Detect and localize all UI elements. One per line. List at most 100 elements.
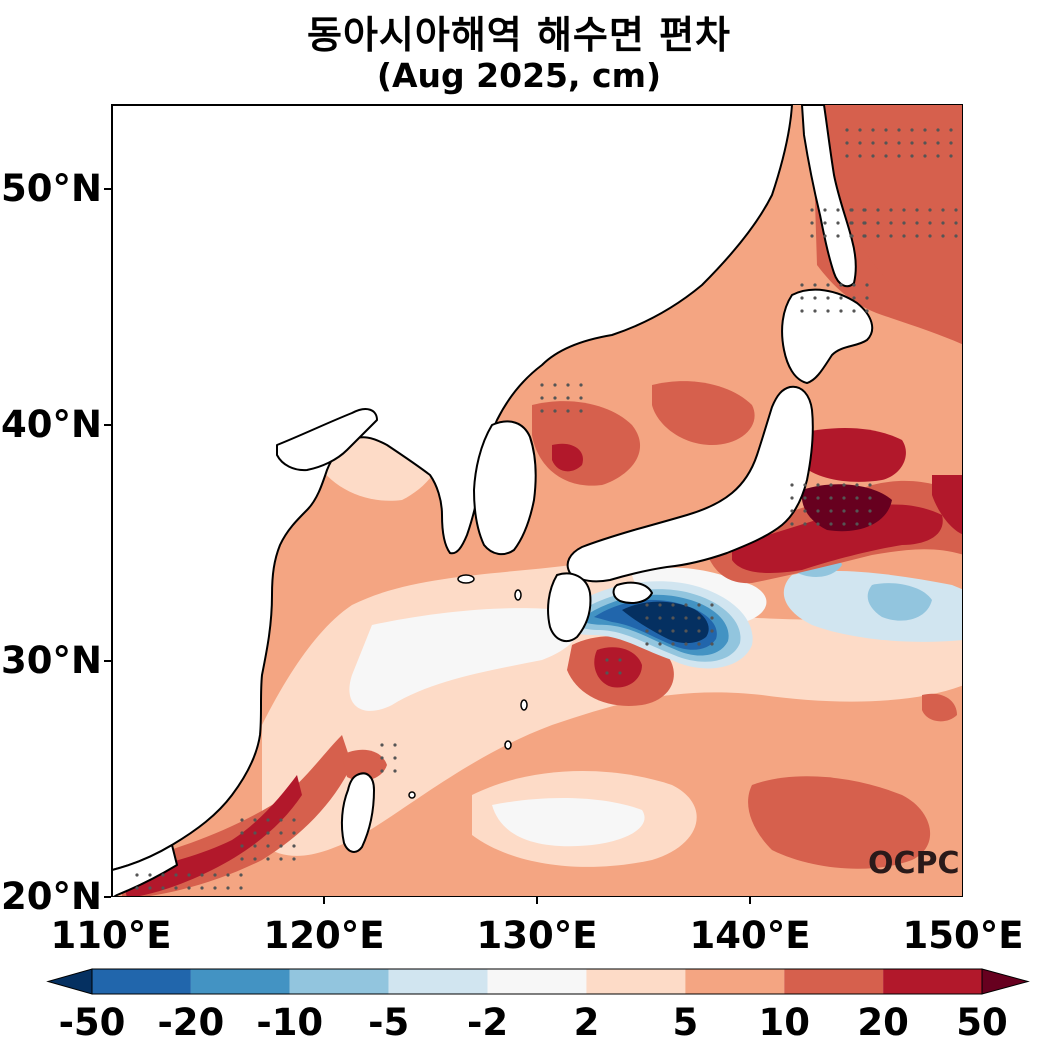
stipple-dot [816,522,820,526]
stipple-dot [829,522,833,526]
stipple-dot [845,141,849,145]
stipple-dot [897,154,901,158]
land-masses [112,105,874,896]
ocpc-logo: OCPC [868,846,960,881]
stipple-dot [941,221,945,225]
colorbar-segment [586,969,686,994]
colorbar-tick-label: 20 [857,1001,909,1044]
stipple-dot [658,629,662,633]
sea-level-anomaly-map [112,105,962,896]
stipple-dot [671,642,675,646]
stipple-dot [954,234,958,238]
stipple-dot [813,296,817,300]
stipple-dot [213,873,217,877]
stipple-dot [292,857,296,861]
stipple-dot [910,154,914,158]
stipple-dot [710,642,714,646]
colorbar-segment [883,969,982,994]
stipple-dot [876,234,880,238]
colorbar-tick-label: -50 [58,1001,126,1044]
stipple-dot [810,208,814,212]
stipple-dot [897,141,901,145]
anomaly-contours-dark [122,105,962,896]
stipple-dot [605,671,609,675]
stipple-dot [579,409,583,413]
stipple-dot [842,483,846,487]
stipple-dot [790,509,794,513]
stipple-dot [253,831,257,835]
stipple-dot [618,658,622,662]
stipple-dot [823,208,827,212]
stipple-dot [710,629,714,633]
stipple-dot [876,221,880,225]
stipple-dot [540,396,544,400]
stipple-dot [852,296,856,300]
colorbar-tick-label: 5 [672,1001,699,1044]
stipple-dot [855,509,859,513]
stipple-dot [876,208,880,212]
hokkaido [781,288,874,384]
stipple-dot [226,886,230,890]
stipple-dot [868,522,872,526]
taiwan [340,772,375,853]
stipple-dot [253,818,257,822]
stipple-dot [380,769,384,773]
stipple-dot [858,128,862,132]
stipple-dot [862,208,866,212]
stipple-dot [174,873,178,877]
stipple-dot [279,818,283,822]
stipple-dot [200,886,204,890]
stipple-dot [393,743,397,747]
stipple-dot [813,283,817,287]
stipple-dot [836,221,840,225]
stipple-dot [684,629,688,633]
colorbar-border [91,968,983,995]
stipple-dot [915,221,919,225]
stipple-dot [240,818,244,822]
mainland-asia [112,105,793,871]
stipple-dot [671,603,675,607]
stipple-dot [868,509,872,513]
stipple-dot [868,483,872,487]
colorbar-segment [784,969,884,994]
colorbar-tick-label: 50 [956,1001,1008,1044]
stipple-dot [553,383,557,387]
stipple-dot [823,221,827,225]
stipple-dot [810,234,814,238]
stipple-dot [393,756,397,760]
stipple-dot [393,769,397,773]
stipple-dot [710,616,714,620]
stipple-dot [855,522,859,526]
stipple-dot [842,522,846,526]
stipple-dot [829,496,833,500]
stipple-dot [855,483,859,487]
lon-tick-label: 110°E [50,914,172,957]
stipple-dot [279,844,283,848]
stipple-dot [928,221,932,225]
stipple-dot [936,128,940,132]
colorbar-segment [487,969,587,994]
stipple-dot [800,309,804,313]
stipple-dot [941,234,945,238]
stipple-dot [889,208,893,212]
stipple-dot [658,616,662,620]
colorbar-tick-label: -20 [157,1001,225,1044]
stipple-dot [187,873,191,877]
stipple-dot [855,496,859,500]
stipple-dot [645,642,649,646]
stipple-dot [839,309,843,313]
shikoku [612,581,653,604]
stipple-dot [579,396,583,400]
stipple-dot [553,409,557,413]
southern-coast [112,844,178,896]
stipple-dot [161,873,165,877]
tick-mark [323,897,325,904]
stipple-dot [826,283,830,287]
stipple-dot [884,141,888,145]
stipple-dot [566,396,570,400]
stipple-dot [852,283,856,287]
stipple-dot [928,208,932,212]
colorbar-tick-label: 10 [758,1001,810,1044]
stipple-dot [240,844,244,848]
stipple-dot [187,886,191,890]
